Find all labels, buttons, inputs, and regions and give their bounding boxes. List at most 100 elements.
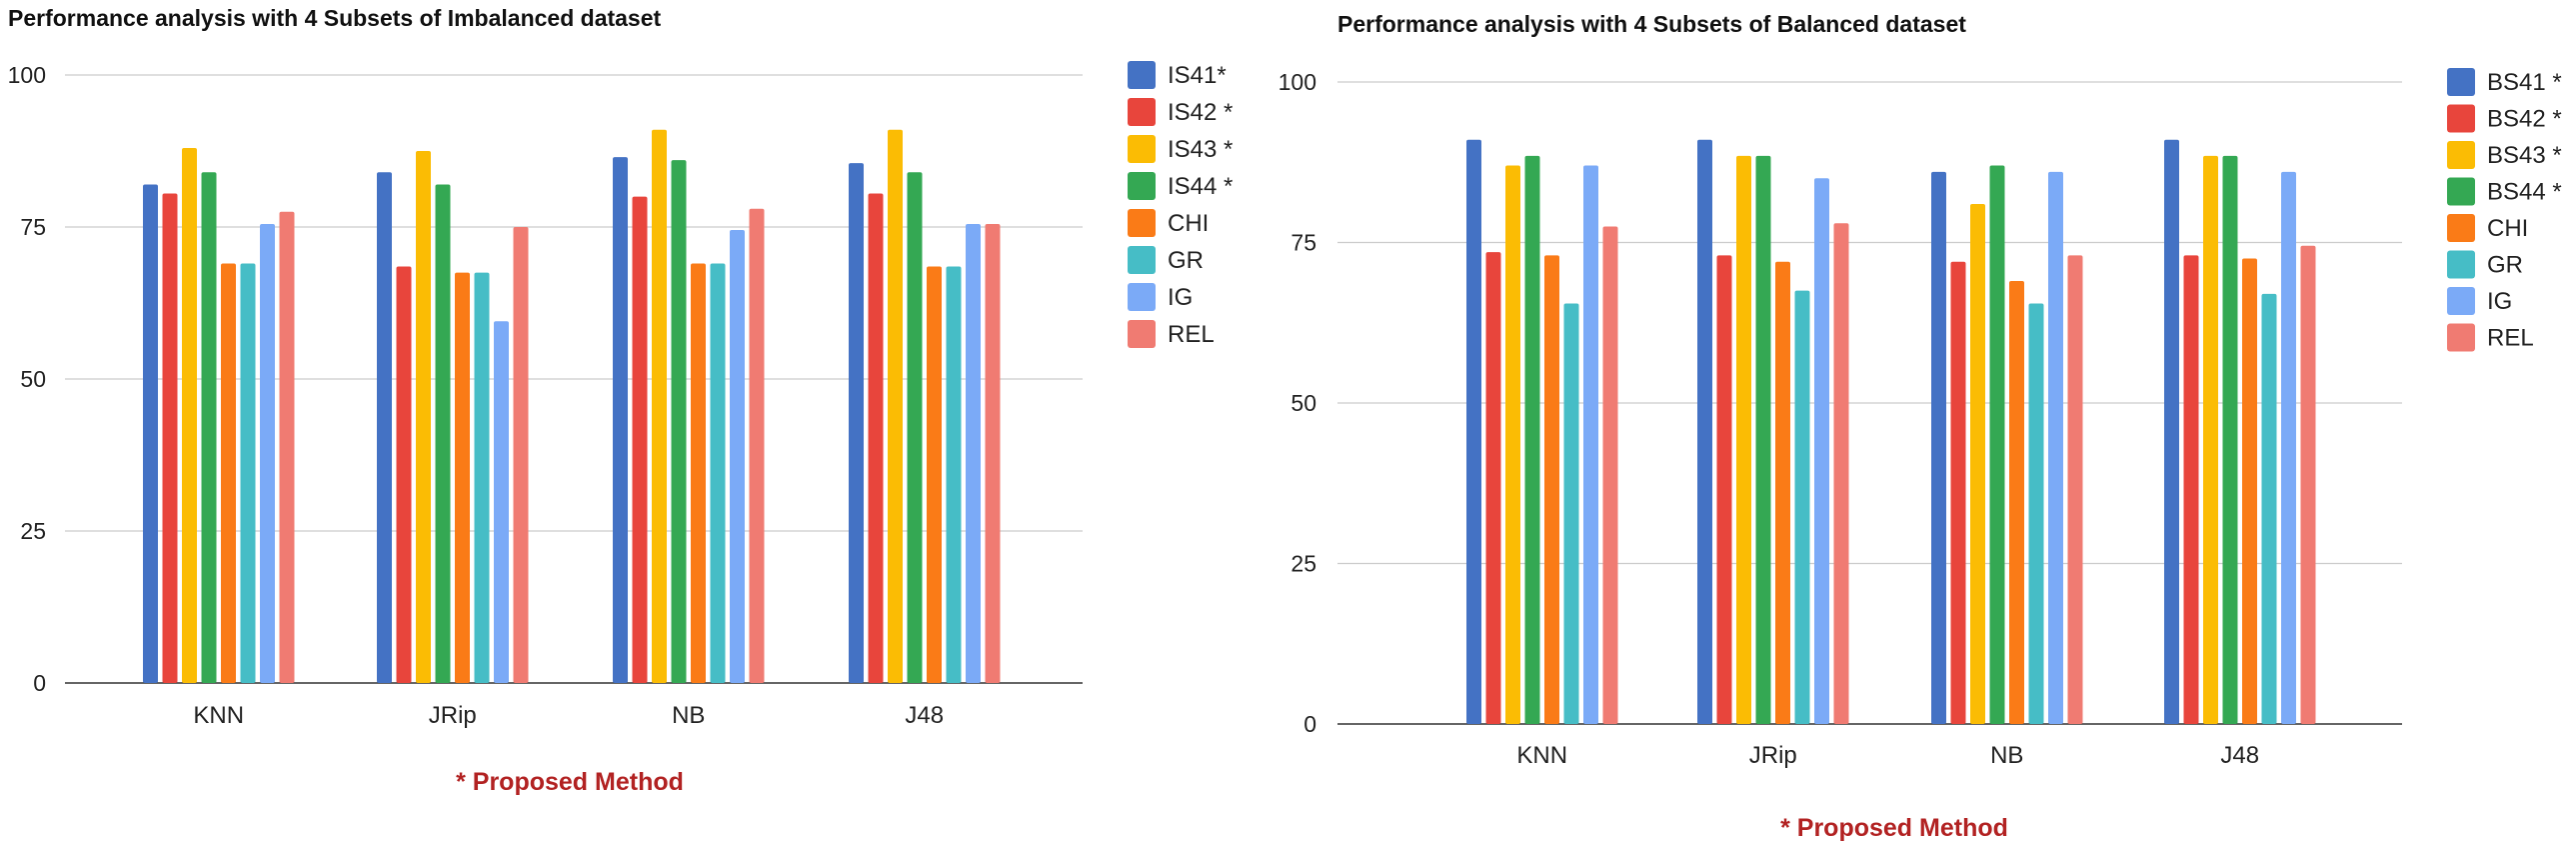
y-tick-label: 25 xyxy=(20,518,46,544)
legend-label: BS44 * xyxy=(2487,179,2562,206)
bar xyxy=(494,321,509,683)
y-tick-label: 50 xyxy=(20,366,46,392)
legend-swatch xyxy=(1128,172,1156,200)
x-tick-label: KNN xyxy=(193,702,244,729)
legend-label: IS42 * xyxy=(1168,99,1233,126)
y-tick-label: 0 xyxy=(33,670,46,696)
bar xyxy=(1833,223,1849,725)
x-tick-label: NB xyxy=(672,702,705,729)
legend-swatch xyxy=(2447,141,2475,169)
bar xyxy=(221,263,236,683)
chart-imbalanced: Performance analysis with 4 Subsets of I… xyxy=(8,5,1234,796)
legend-label: BS42 * xyxy=(2487,106,2562,133)
bar xyxy=(1505,165,1520,724)
bar xyxy=(162,193,178,683)
bar xyxy=(474,272,490,683)
legend-swatch xyxy=(1128,246,1156,274)
bar xyxy=(927,266,942,683)
bar xyxy=(1794,290,1810,724)
bar xyxy=(907,172,923,683)
bar xyxy=(2281,171,2296,724)
legend-swatch xyxy=(2447,68,2475,96)
bars xyxy=(143,129,1001,684)
bar xyxy=(632,196,648,683)
bar xyxy=(260,223,275,683)
legend-swatch xyxy=(1128,209,1156,237)
legend-label: IS43 * xyxy=(1168,136,1233,163)
bar xyxy=(710,263,726,683)
bar xyxy=(2067,255,2083,724)
bar xyxy=(279,211,295,684)
bar xyxy=(143,184,158,683)
proposed-method-note: * Proposed Method xyxy=(456,768,684,796)
bar xyxy=(749,208,765,683)
bar xyxy=(946,266,962,683)
bar xyxy=(1989,165,2005,724)
bar xyxy=(868,193,884,683)
legend: IS41* IS42 * IS43 * IS44 * CHI GR IG REL xyxy=(1128,61,1233,348)
y-tick-label: 75 xyxy=(20,214,46,240)
legend-label: GR xyxy=(1168,247,1204,274)
y-tick-label: 25 xyxy=(1290,551,1316,577)
bar xyxy=(2222,155,2238,724)
bar xyxy=(1814,178,1829,725)
y-tick-label: 50 xyxy=(1290,390,1316,416)
bar xyxy=(652,129,667,684)
bar xyxy=(1583,165,1598,724)
legend-swatch xyxy=(1128,283,1156,311)
x-tick-label: J48 xyxy=(905,702,944,729)
bar xyxy=(1716,255,1732,724)
bar xyxy=(1775,261,1790,724)
bars xyxy=(1466,139,2316,725)
bar xyxy=(1563,303,1579,724)
legend-label: CHI xyxy=(1168,210,1209,237)
legend-swatch xyxy=(1128,98,1156,126)
legend-label: IG xyxy=(2487,288,2512,315)
bar xyxy=(985,223,1001,683)
legend-swatch xyxy=(2447,104,2475,133)
legend-label: BS43 * xyxy=(2487,142,2562,169)
bar xyxy=(435,184,451,683)
legend: BS41 * BS42 * BS43 * BS44 * CHI GR IG RE… xyxy=(2447,68,2562,352)
chart-title: Performance analysis with 4 Subsets of B… xyxy=(1337,11,1966,37)
bar xyxy=(1544,255,1559,724)
y-tick-labels: 0 25 50 75 100 xyxy=(8,62,46,696)
y-tick-label: 100 xyxy=(8,62,46,88)
legend-swatch xyxy=(1128,61,1156,89)
bar xyxy=(849,163,864,683)
legend-label: BS41 * xyxy=(2487,69,2562,96)
bar xyxy=(2300,245,2316,724)
legend-swatch xyxy=(2447,250,2475,279)
y-tick-label: 75 xyxy=(1290,230,1316,256)
bar xyxy=(2183,255,2199,724)
bar xyxy=(1970,203,1985,725)
bar xyxy=(513,227,529,683)
bar xyxy=(377,172,392,683)
legend-label: IG xyxy=(1168,284,1193,311)
bar xyxy=(240,263,256,683)
bar xyxy=(182,147,197,683)
bar xyxy=(1485,252,1501,724)
legend-label: GR xyxy=(2487,252,2523,279)
legend-swatch xyxy=(2447,323,2475,352)
legend-label: IS44 * xyxy=(1168,173,1233,200)
legend-label: CHI xyxy=(2487,215,2528,242)
x-tick-labels: KNN JRip NB J48 xyxy=(193,702,944,729)
bar xyxy=(455,272,470,683)
bar xyxy=(2009,281,2024,724)
bar xyxy=(671,160,687,683)
legend-label: REL xyxy=(2487,325,2534,352)
y-tick-label: 100 xyxy=(1279,69,1316,95)
x-tick-label: KNN xyxy=(1516,742,1567,769)
x-tick-label: NB xyxy=(1990,742,2023,769)
legend-label: IS41* xyxy=(1168,62,1227,89)
x-tick-label: J48 xyxy=(2220,742,2259,769)
bar xyxy=(2028,303,2044,724)
bar xyxy=(966,223,981,683)
bar xyxy=(2048,171,2063,724)
bar xyxy=(416,151,431,683)
bar xyxy=(1736,155,1751,724)
bar xyxy=(2203,155,2218,724)
legend-swatch xyxy=(1128,320,1156,348)
